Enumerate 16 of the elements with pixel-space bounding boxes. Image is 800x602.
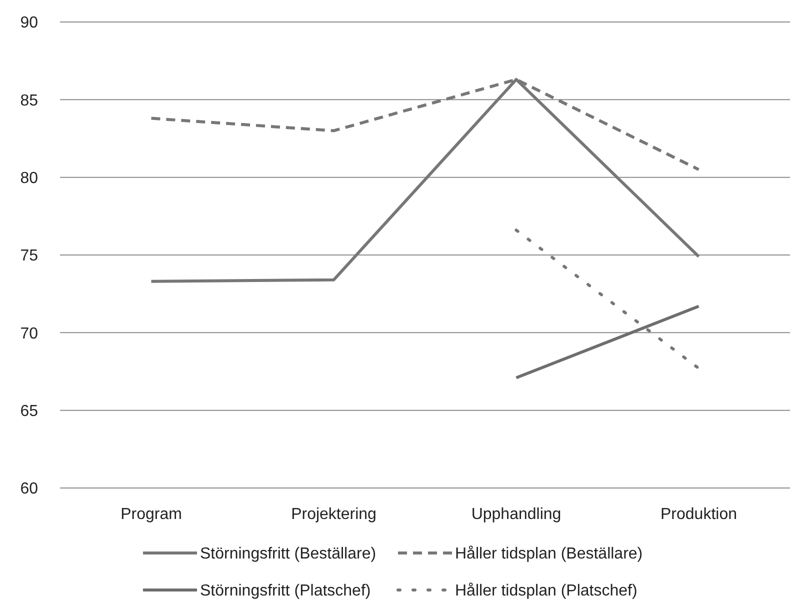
legend-label: Håller tidsplan (Platschef) [455,582,638,600]
y-tick-label: 60 [20,480,38,498]
x-tick-label: Upphandling [471,506,562,523]
y-tick-label: 85 [20,92,38,110]
line-series [150,78,700,283]
x-tick-label: Projektering [291,506,376,523]
y-tick-label: 75 [20,248,38,265]
legend-label: Håller tidsplan (Beställare) [455,546,643,563]
legend-label: Störningsfritt (Platschef) [200,582,371,600]
x-tick-label: Program [120,506,182,523]
y-tick-label: 65 [20,402,38,420]
y-tick-label: 70 [20,325,38,342]
legend-label: Störningsfritt (Beställare) [200,546,376,563]
x-tick-label: Produktion [660,506,737,523]
y-tick-label: 90 [20,14,38,32]
y-tick-label: 80 [20,170,38,187]
